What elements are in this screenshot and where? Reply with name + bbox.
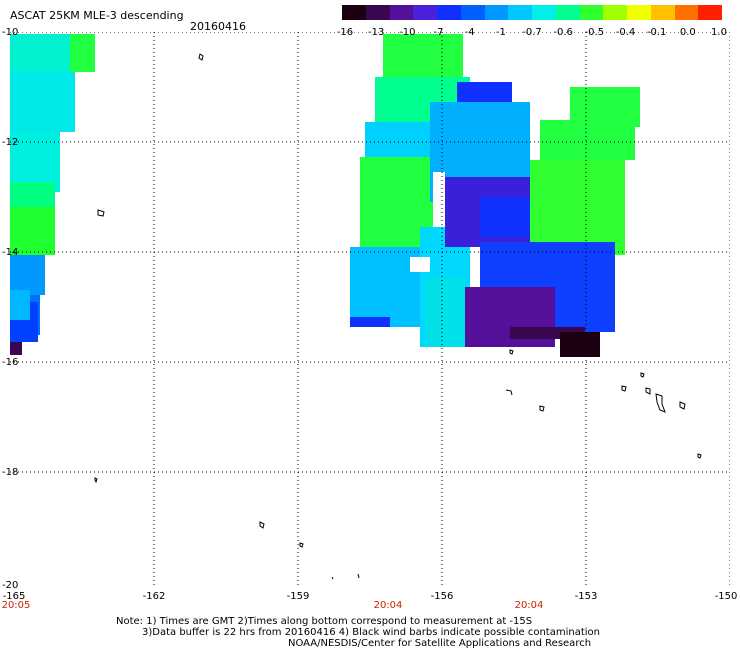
colorbar-swatch — [627, 5, 651, 20]
lat-label-12: -12 — [2, 137, 19, 148]
lat-label-16: -16 — [2, 357, 19, 368]
colorbar-tick-label: -13 — [367, 27, 385, 38]
lon-label-150: -150 — [714, 591, 738, 602]
time-label-1: 20:05 — [1, 600, 31, 611]
lat-label-20: -20 — [2, 580, 19, 591]
colorbar-tick-label: -16 — [336, 27, 354, 38]
footnote-line-1: Note: 1) Times are GMT 2)Times along bot… — [116, 616, 533, 627]
product-date: 20160416 — [190, 20, 246, 33]
colorbar-tick-label: -0.1 — [646, 27, 667, 38]
colorbar-swatch — [698, 5, 722, 20]
colorbar-tick-label: -7 — [433, 27, 444, 38]
colorbar-swatch — [460, 5, 485, 20]
lon-label-165: -165 — [2, 591, 26, 602]
footnote-line-3: NOAA/NESDIS/Center for Satellite Applica… — [288, 638, 592, 649]
colorbar-tick-label: -10 — [399, 27, 416, 38]
colorbar-swatch — [389, 5, 414, 20]
left-swath — [10, 34, 95, 355]
colorbar-tick-label: -0.7 — [522, 27, 542, 38]
footnote: Note: 1) Times are GMT 2)Times along bot… — [116, 616, 600, 649]
lon-label-156: -156 — [430, 591, 454, 602]
colorbar-tick-label: -1 — [495, 27, 506, 38]
colorbar-swatch — [342, 5, 366, 20]
swath-map — [10, 32, 730, 586]
lon-label-159: -159 — [286, 591, 310, 602]
colorbar-swatch — [650, 5, 675, 20]
island-outlines — [94, 53, 702, 580]
lat-label-18: -18 — [2, 467, 19, 478]
colorbar-tick-label: -0.5 — [584, 27, 605, 38]
colorbar-swatch — [603, 5, 627, 20]
colorbar-tick-label: -4 — [464, 27, 475, 38]
right-swath — [350, 34, 640, 357]
colorbar-tick-label: -0.6 — [553, 27, 573, 38]
colorbar-swatch — [437, 5, 461, 20]
colorbar — [342, 5, 722, 20]
colorbar-swatch — [532, 5, 556, 20]
colorbar-tick-label: 0.0 — [679, 27, 696, 38]
graticule — [10, 32, 730, 586]
colorbar-swatch — [365, 5, 390, 20]
time-label-2: 20:04 — [373, 600, 403, 611]
colorbar-swatch — [508, 5, 532, 20]
lat-label-10: -10 — [2, 27, 19, 38]
colorbar-swatch — [674, 5, 699, 20]
footnote-line-2: 3)Data buffer is 22 hrs from 20160416 4)… — [142, 627, 600, 638]
lat-label-14: -14 — [2, 247, 19, 258]
colorbar-swatch — [555, 5, 580, 20]
colorbar-tick-label: 1.0 — [711, 27, 727, 38]
lon-label-162: -162 — [142, 591, 166, 602]
time-label-3: 20:04 — [514, 600, 544, 611]
colorbar-tick-label: -0.4 — [615, 27, 636, 38]
colorbar-swatch — [484, 5, 509, 20]
colorbar-swatch — [579, 5, 604, 20]
lon-label-153: -153 — [574, 591, 598, 602]
product-title: ASCAT 25KM MLE-3 descending — [10, 9, 184, 22]
colorbar-swatch — [413, 5, 437, 20]
